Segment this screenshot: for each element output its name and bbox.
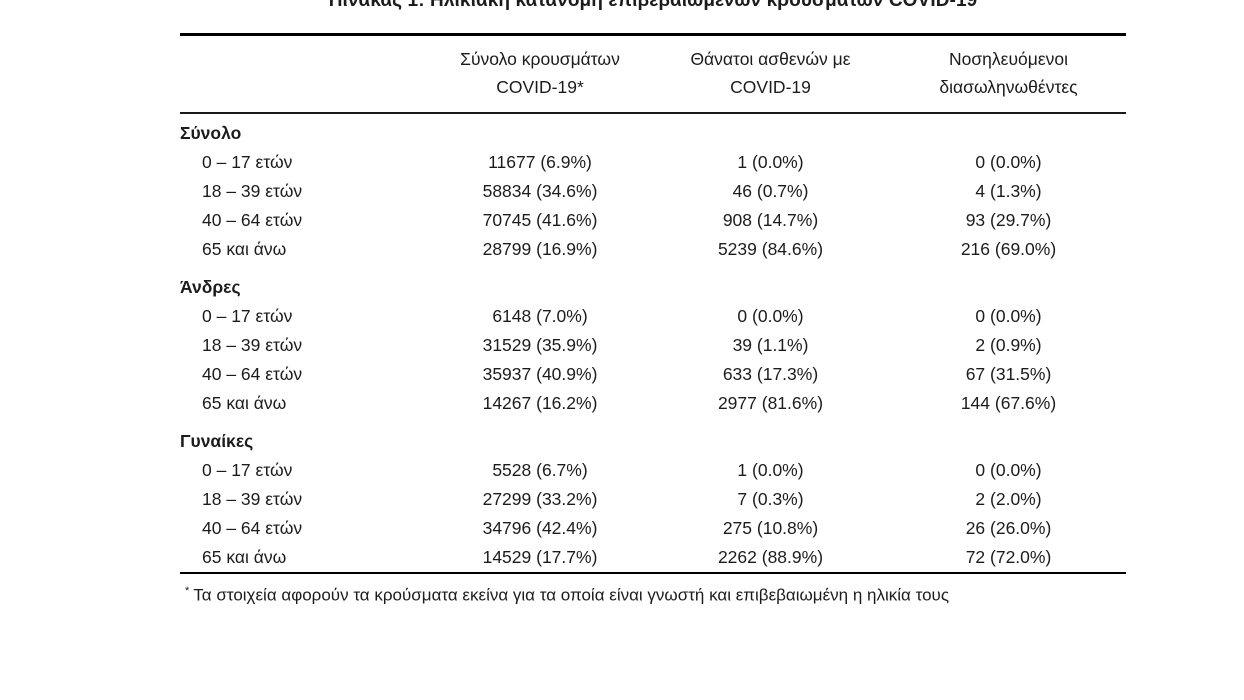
age-label: 0 – 17 ετών bbox=[202, 152, 293, 172]
deaths-value: 0 (0.0%) bbox=[737, 306, 804, 326]
age-label: 18 – 39 ετών bbox=[202, 335, 303, 355]
intubated-value: 2 (0.9%) bbox=[975, 335, 1042, 355]
cases-value: 5528 (6.7%) bbox=[492, 460, 588, 480]
age-label: 18 – 39 ετών bbox=[202, 181, 303, 201]
table-row: 0 – 17 ετών 11677 (6.9%) 1 (0.0%) 0 (0.0… bbox=[180, 148, 1126, 177]
cases-value: 6148 (7.0%) bbox=[492, 306, 588, 326]
intubated-value: 4 (1.3%) bbox=[975, 181, 1042, 201]
age-label: 65 και άνω bbox=[202, 393, 287, 413]
deaths-value: 275 (10.8%) bbox=[722, 518, 819, 538]
header-cases: Σύνολο κρουσμάτων COVID-19* bbox=[430, 35, 650, 114]
age-label: 0 – 17 ετών bbox=[202, 306, 293, 326]
table-row: 0 – 17 ετών 6148 (7.0%) 0 (0.0%) 0 (0.0%… bbox=[180, 302, 1126, 331]
deaths-value: 1 (0.0%) bbox=[737, 152, 804, 172]
intubated-value: 216 (69.0%) bbox=[960, 239, 1057, 259]
table-row: 18 – 39 ετών 27299 (33.2%) 7 (0.3%) 2 (2… bbox=[180, 485, 1126, 514]
age-label: 65 και άνω bbox=[202, 547, 287, 567]
cases-value: 70745 (41.6%) bbox=[482, 210, 598, 230]
footnote-marker: * bbox=[185, 585, 190, 597]
header-cases-line1: Σύνολο κρουσμάτων bbox=[460, 49, 620, 69]
age-label: 0 – 17 ετών bbox=[202, 460, 293, 480]
cases-value: 58834 (34.6%) bbox=[482, 181, 598, 201]
header-intubated: Νοσηλευόμενοι διασωληνωθέντες bbox=[891, 35, 1126, 114]
header-cases-line2: COVID-19* bbox=[496, 77, 584, 97]
footnote-text: Τα στοιχεία αφορούν τα κρούσματα εκείνα … bbox=[193, 585, 950, 605]
header-intubated-line1: Νοσηλευόμενοι bbox=[948, 49, 1068, 69]
table-row: 65 και άνω 14529 (17.7%) 2262 (88.9%) 72… bbox=[180, 543, 1126, 573]
table-body: Σύνολο 0 – 17 ετών 11677 (6.9%) 1 (0.0%)… bbox=[180, 113, 1126, 573]
header-intubated-line2: διασωληνωθέντες bbox=[939, 77, 1078, 97]
age-label: 18 – 39 ετών bbox=[202, 489, 303, 509]
intubated-value: 72 (72.0%) bbox=[965, 547, 1052, 567]
group-label: Γυναίκες bbox=[180, 431, 254, 451]
intubated-value: 2 (2.0%) bbox=[975, 489, 1042, 509]
table-row: 0 – 17 ετών 5528 (6.7%) 1 (0.0%) 0 (0.0%… bbox=[180, 456, 1126, 485]
table-footnote: * Τα στοιχεία αφορούν τα κρούσματα εκείνα… bbox=[180, 579, 1126, 608]
deaths-value: 5239 (84.6%) bbox=[717, 239, 824, 259]
intubated-value: 0 (0.0%) bbox=[975, 460, 1042, 480]
header-row: Σύνολο κρουσμάτων COVID-19* Θάνατοι ασθε… bbox=[180, 34, 1126, 114]
header-deaths-line1: Θάνατοι ασθενών με bbox=[690, 49, 851, 69]
intubated-value: 0 (0.0%) bbox=[975, 152, 1042, 172]
deaths-value: 908 (14.7%) bbox=[722, 210, 819, 230]
deaths-value: 2977 (81.6%) bbox=[717, 393, 824, 413]
deaths-value: 46 (0.7%) bbox=[732, 181, 809, 201]
table-row: 18 – 39 ετών 31529 (35.9%) 39 (1.1%) 2 (… bbox=[180, 331, 1126, 360]
age-label: 40 – 64 ετών bbox=[202, 210, 303, 230]
table-row: 65 και άνω 28799 (16.9%) 5239 (84.6%) 21… bbox=[180, 235, 1126, 264]
report-sheet: Πίνακας 1: Ηλικιακή κατανομή επιβεβαιωμέ… bbox=[180, 0, 1126, 608]
cases-value: 35937 (40.9%) bbox=[482, 364, 598, 384]
deaths-value: 7 (0.3%) bbox=[737, 489, 804, 509]
table-row: 40 – 64 ετών 70745 (41.6%) 908 (14.7%) 9… bbox=[180, 206, 1126, 235]
cases-value: 27299 (33.2%) bbox=[482, 489, 598, 509]
table-header: Σύνολο κρουσμάτων COVID-19* Θάνατοι ασθε… bbox=[180, 34, 1126, 114]
table-title: Πίνακας 1: Ηλικιακή κατανομή επιβεβαιωμέ… bbox=[328, 0, 978, 11]
group-label: Σύνολο bbox=[180, 123, 242, 143]
intubated-value: 144 (67.6%) bbox=[960, 393, 1057, 413]
intubated-value: 26 (26.0%) bbox=[965, 518, 1052, 538]
cases-value: 14529 (17.7%) bbox=[482, 547, 598, 567]
table-row: 18 – 39 ετών 58834 (34.6%) 46 (0.7%) 4 (… bbox=[180, 177, 1126, 206]
intubated-value: 0 (0.0%) bbox=[975, 306, 1042, 326]
cases-value: 11677 (6.9%) bbox=[488, 152, 592, 172]
deaths-value: 2262 (88.9%) bbox=[717, 547, 824, 567]
cases-value: 28799 (16.9%) bbox=[482, 239, 598, 259]
age-label: 65 και άνω bbox=[202, 239, 287, 259]
deaths-value: 1 (0.0%) bbox=[737, 460, 804, 480]
table-row: 65 και άνω 14267 (16.2%) 2977 (81.6%) 14… bbox=[180, 389, 1126, 418]
group-row-total: Σύνολο bbox=[180, 113, 1126, 148]
cases-value: 34796 (42.4%) bbox=[482, 518, 598, 538]
cases-value: 14267 (16.2%) bbox=[482, 393, 598, 413]
age-label: 40 – 64 ετών bbox=[202, 518, 303, 538]
intubated-value: 67 (31.5%) bbox=[965, 364, 1052, 384]
header-deaths: Θάνατοι ασθενών με COVID-19 bbox=[650, 35, 891, 114]
deaths-value: 39 (1.1%) bbox=[732, 335, 809, 355]
header-empty bbox=[180, 35, 430, 114]
table-row: 40 – 64 ετών 34796 (42.4%) 275 (10.8%) 2… bbox=[180, 514, 1126, 543]
cases-value: 31529 (35.9%) bbox=[482, 335, 598, 355]
covid-age-distribution-table: Σύνολο κρουσμάτων COVID-19* Θάνατοι ασθε… bbox=[180, 33, 1126, 574]
age-label: 40 – 64 ετών bbox=[202, 364, 303, 384]
intubated-value: 93 (29.7%) bbox=[965, 210, 1052, 230]
group-row-men: Άνδρες bbox=[180, 264, 1126, 302]
deaths-value: 633 (17.3%) bbox=[722, 364, 819, 384]
group-label: Άνδρες bbox=[180, 277, 241, 297]
table-row: 40 – 64 ετών 35937 (40.9%) 633 (17.3%) 6… bbox=[180, 360, 1126, 389]
group-row-women: Γυναίκες bbox=[180, 418, 1126, 456]
header-deaths-line2: COVID-19 bbox=[730, 77, 811, 97]
